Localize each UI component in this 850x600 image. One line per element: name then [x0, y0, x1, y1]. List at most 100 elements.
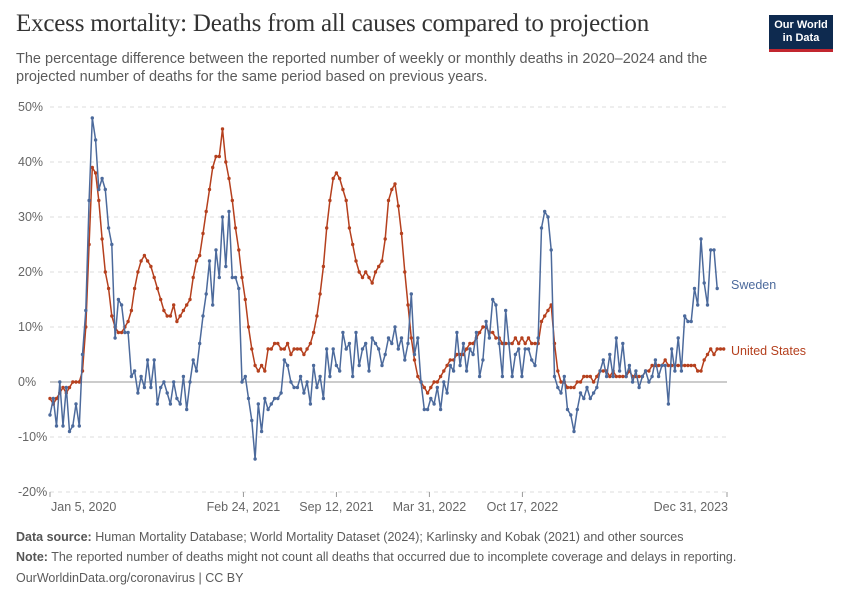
series-label-sweden[interactable]: Sweden	[731, 278, 776, 292]
chart-title: Excess mortality: Deaths from all causes…	[16, 10, 650, 37]
data-point-united-states	[334, 171, 339, 175]
data-point-sweden	[471, 352, 475, 357]
series-sweden[interactable]	[48, 116, 719, 461]
data-point-sweden	[572, 429, 576, 434]
data-point-sweden	[250, 418, 254, 423]
data-point-sweden	[194, 369, 199, 373]
data-point-united-states	[74, 380, 78, 384]
data-point-united-states	[556, 369, 560, 373]
data-point-united-states	[315, 314, 319, 318]
data-point-united-states	[517, 341, 521, 346]
data-point-sweden	[526, 347, 531, 351]
data-source-note: Data source: Human Mortality Database; W…	[16, 530, 683, 544]
data-point-united-states	[520, 336, 524, 340]
data-point-sweden	[539, 226, 544, 230]
y-tick-label: 40%	[18, 155, 43, 169]
data-point-sweden	[344, 347, 348, 351]
data-point-sweden	[517, 347, 521, 351]
data-point-united-states	[432, 380, 436, 384]
data-point-united-states	[149, 264, 153, 269]
data-point-united-states	[608, 374, 612, 379]
data-point-united-states	[77, 380, 82, 384]
data-point-sweden	[142, 385, 147, 390]
data-point-united-states	[354, 259, 358, 263]
data-point-united-states	[188, 297, 192, 302]
x-tick-label: Jan 5, 2020	[51, 500, 116, 514]
data-point-united-states	[712, 352, 716, 357]
data-point-united-states	[191, 275, 195, 280]
data-point-sweden	[224, 264, 228, 269]
data-point-united-states	[455, 352, 459, 357]
data-point-sweden	[357, 363, 361, 368]
data-point-united-states	[48, 396, 52, 401]
data-point-sweden	[279, 391, 283, 395]
data-point-sweden	[246, 396, 251, 401]
data-point-sweden	[386, 336, 391, 340]
data-point-united-states	[347, 226, 352, 230]
data-point-sweden	[530, 358, 534, 362]
data-point-sweden	[315, 385, 319, 390]
data-point-united-states	[546, 308, 550, 313]
data-point-united-states	[198, 253, 202, 258]
data-point-united-states	[145, 259, 150, 263]
data-point-united-states	[429, 385, 433, 390]
data-point-sweden	[556, 385, 560, 390]
data-point-sweden	[445, 391, 449, 395]
data-point-sweden	[325, 347, 329, 351]
data-point-sweden	[611, 374, 615, 379]
owid-logo[interactable]: Our World in Data	[769, 15, 833, 52]
data-point-sweden	[477, 374, 482, 379]
data-point-sweden	[263, 396, 267, 401]
data-point-sweden	[292, 385, 296, 390]
data-point-sweden	[464, 369, 469, 373]
data-point-sweden	[552, 374, 557, 379]
y-tick-label: -20%	[18, 485, 47, 499]
data-point-united-states	[266, 347, 270, 351]
data-point-united-states	[718, 347, 723, 351]
data-point-united-states	[155, 286, 160, 291]
data-point-sweden	[67, 429, 72, 434]
data-point-sweden	[666, 402, 671, 406]
data-point-sweden	[575, 407, 579, 412]
data-point-sweden	[494, 303, 498, 307]
data-point-united-states	[110, 314, 114, 318]
data-point-united-states	[185, 303, 189, 307]
data-point-united-states	[116, 330, 121, 335]
data-point-united-states	[383, 237, 387, 241]
credit-link[interactable]: OurWorldinData.org/coronavirus | CC BY	[16, 571, 244, 585]
data-point-united-states	[582, 374, 586, 379]
data-point-united-states	[373, 270, 378, 274]
data-point-sweden	[705, 303, 710, 307]
y-tick-label: 0%	[18, 375, 36, 389]
series-united-states[interactable]	[48, 127, 726, 406]
data-point-sweden	[585, 385, 589, 390]
data-point-sweden	[181, 374, 186, 379]
data-point-sweden	[582, 396, 586, 401]
data-point-united-states	[696, 369, 700, 373]
data-point-united-states	[614, 374, 618, 379]
data-point-united-states	[139, 259, 143, 263]
data-point-sweden	[653, 358, 658, 362]
data-point-sweden	[175, 396, 179, 401]
data-point-united-states	[103, 270, 108, 274]
series-line-united-states[interactable]	[49, 128, 724, 405]
data-point-sweden	[106, 226, 111, 230]
data-point-united-states	[253, 363, 257, 368]
data-point-united-states	[181, 308, 186, 313]
data-point-united-states	[367, 275, 371, 280]
data-point-united-states	[295, 347, 300, 351]
data-point-sweden	[686, 319, 690, 324]
data-point-united-states	[328, 198, 332, 203]
data-point-sweden	[259, 429, 264, 434]
data-point-sweden	[289, 380, 293, 384]
data-point-sweden	[416, 336, 420, 340]
series-label-united-states[interactable]: United States	[731, 344, 806, 358]
data-point-united-states	[442, 369, 446, 373]
data-point-united-states	[227, 176, 231, 181]
series-line-sweden[interactable]	[49, 117, 718, 460]
data-point-sweden	[474, 330, 479, 335]
data-point-sweden	[155, 402, 160, 406]
data-point-sweden	[617, 369, 622, 373]
line-chart: -20% -10% 0% 10% 20% 30% 40% 50% Jan 5, 2020 Feb…	[18, 100, 806, 514]
data-point-united-states	[683, 363, 687, 368]
